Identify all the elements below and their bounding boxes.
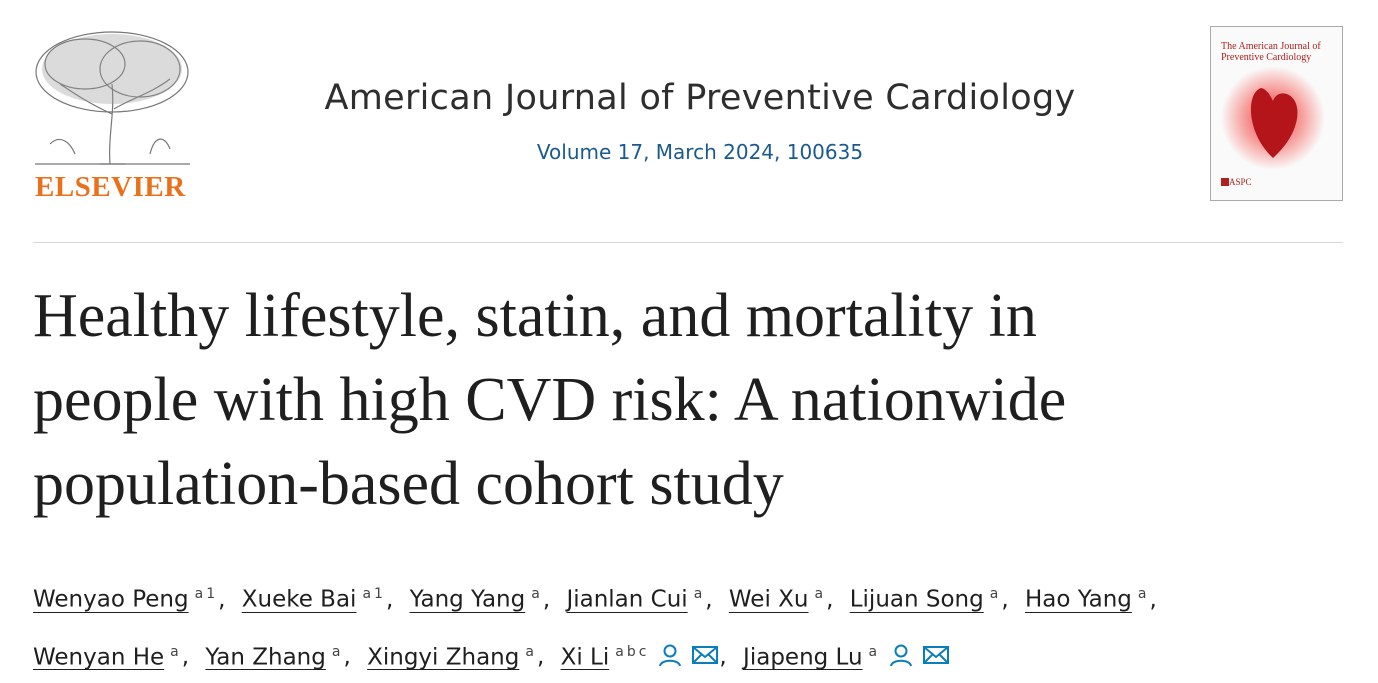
author[interactable]: Xueke Bai bbox=[241, 586, 357, 613]
separator: , bbox=[542, 586, 551, 613]
separator: , bbox=[385, 586, 394, 613]
journal-title[interactable]: American Journal of Preventive Cardiolog… bbox=[324, 78, 1076, 118]
aff[interactable]: 1 bbox=[206, 586, 219, 602]
affiliation[interactable]: a1 bbox=[195, 586, 219, 602]
article-title: Healthy lifestyle, statin, and mortality… bbox=[33, 274, 1066, 526]
publisher-name: ELSEVIER bbox=[35, 171, 186, 203]
aff[interactable]: c bbox=[638, 643, 650, 660]
author-line: Wenyao Peng a1, Xueke Bai a1, Yang Yang a, … bbox=[33, 568, 1166, 626]
spacer bbox=[1211, 27, 1342, 41]
affiliation[interactable]: a1 bbox=[362, 586, 386, 602]
author-profile-icon[interactable] bbox=[888, 642, 914, 668]
aff[interactable]: a bbox=[615, 643, 627, 660]
affiliation[interactable]: a bbox=[814, 586, 827, 602]
affiliation[interactable]: a bbox=[531, 586, 543, 602]
journal-cover[interactable]: The American Journal of Preventive Cardi… bbox=[1210, 26, 1343, 201]
title-line: people with high CVD risk: A nationwide bbox=[33, 366, 1067, 434]
separator: , bbox=[343, 644, 351, 671]
publisher-logo-tree bbox=[35, 31, 190, 165]
separator: , bbox=[826, 586, 834, 613]
author-email-icon[interactable] bbox=[691, 642, 719, 668]
author[interactable]: Xi Li bbox=[560, 644, 610, 671]
cover-society-text: ASPC bbox=[1229, 177, 1252, 187]
author[interactable]: Wenyao Peng bbox=[33, 586, 189, 613]
author-list: Wenyao Peng a1, Xueke Bai a1, Yang Yang a, … bbox=[33, 568, 1166, 683]
title-line: population-based cohort study bbox=[33, 450, 784, 518]
affiliation[interactable]: abc bbox=[615, 644, 649, 660]
author[interactable]: Lijuan Song bbox=[849, 586, 984, 613]
cover-society: ASPC bbox=[1211, 177, 1342, 187]
author-profile-icon[interactable] bbox=[657, 642, 683, 668]
separator: , bbox=[719, 644, 727, 671]
separator: , bbox=[536, 644, 545, 671]
journal-issue[interactable]: Volume 17, March 2024, 100635 bbox=[536, 140, 864, 164]
separator: , bbox=[218, 586, 226, 613]
author[interactable]: Wenyan He bbox=[33, 644, 165, 671]
title-line: Healthy lifestyle, statin, and mortality… bbox=[33, 282, 1037, 350]
separator: , bbox=[705, 586, 713, 613]
author[interactable]: Wei Xu bbox=[728, 586, 809, 613]
affiliation[interactable]: a bbox=[170, 643, 182, 660]
author[interactable]: Yang Yang bbox=[409, 586, 526, 613]
cover-title: Preventive Cardiology bbox=[1221, 52, 1312, 63]
aff[interactable]: a bbox=[362, 586, 375, 602]
author[interactable]: Jianlan Cui bbox=[566, 586, 688, 613]
cover-title: The American Journal of bbox=[1221, 41, 1321, 52]
author[interactable]: Jiapeng Lu bbox=[743, 644, 863, 671]
aff[interactable]: b bbox=[626, 643, 639, 660]
author-email-icon[interactable] bbox=[922, 642, 950, 668]
author[interactable]: Hao Yang bbox=[1024, 586, 1132, 613]
separator: , bbox=[1149, 586, 1157, 613]
affiliation[interactable]: a bbox=[989, 586, 1002, 602]
author[interactable]: Xingyi Zhang bbox=[367, 644, 520, 671]
affiliation[interactable]: a bbox=[693, 586, 706, 602]
separator: , bbox=[1001, 586, 1009, 613]
affiliation[interactable]: a bbox=[1137, 586, 1150, 602]
divider bbox=[33, 242, 1343, 243]
cover-society-box bbox=[1221, 178, 1229, 186]
aff[interactable]: a bbox=[194, 586, 207, 602]
author-line: Wenyan He a, Yan Zhang a, Xingyi Zhang a, X… bbox=[33, 626, 1166, 683]
cover-heart bbox=[1221, 66, 1325, 170]
aff[interactable]: 1 bbox=[374, 586, 386, 602]
author[interactable]: Yan Zhang bbox=[205, 644, 326, 671]
affiliation[interactable]: a bbox=[868, 643, 881, 660]
separator: , bbox=[181, 644, 190, 671]
affiliation[interactable]: a bbox=[331, 643, 344, 660]
affiliation[interactable]: a bbox=[525, 643, 537, 660]
